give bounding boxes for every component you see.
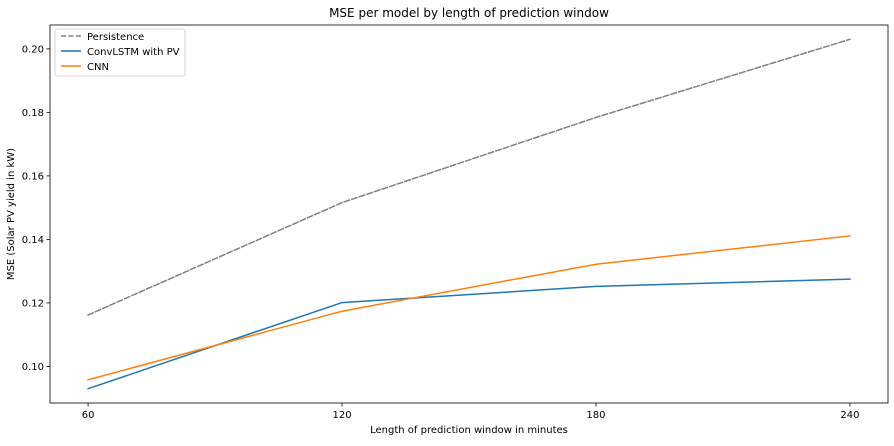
y-tick-label: 0.14 bbox=[22, 235, 44, 246]
legend-label-convlstm: ConvLSTM with PV bbox=[87, 47, 180, 58]
x-axis: 60 120 180 240 bbox=[82, 403, 859, 421]
y-tick-label: 0.10 bbox=[22, 362, 44, 373]
chart-title: MSE per model by length of prediction wi… bbox=[329, 6, 609, 20]
y-tick-label: 0.18 bbox=[22, 108, 44, 119]
y-tick-label: 0.20 bbox=[22, 44, 44, 55]
series-lines bbox=[87, 38, 851, 390]
x-axis-label: Length of prediction window in minutes bbox=[370, 425, 568, 436]
y-axis-label: MSE (Solar PV yield in kW) bbox=[6, 148, 17, 280]
x-tick-label: 60 bbox=[82, 410, 95, 421]
y-tick-label: 0.16 bbox=[22, 171, 44, 182]
series-line-cnn bbox=[87, 235, 851, 381]
x-tick-label: 180 bbox=[586, 410, 605, 421]
x-tick-label: 240 bbox=[840, 410, 859, 421]
legend-box bbox=[54, 28, 186, 77]
y-tick-label: 0.12 bbox=[22, 298, 44, 309]
legend-label-cnn: CNN bbox=[87, 62, 109, 73]
series-line-persistence bbox=[87, 38, 851, 316]
x-tick-label: 120 bbox=[332, 410, 351, 421]
plot-area bbox=[49, 24, 889, 404]
y-axis: 0.10 0.12 0.14 0.16 0.18 0.20 bbox=[22, 44, 50, 373]
legend-label-persistence: Persistence bbox=[87, 32, 144, 43]
legend: Persistence ConvLSTM with PV CNN bbox=[54, 28, 186, 77]
